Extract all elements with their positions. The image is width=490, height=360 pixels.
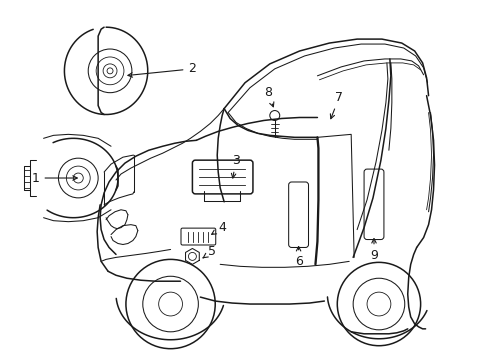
Text: 9: 9 bbox=[370, 239, 378, 262]
Text: 5: 5 bbox=[203, 245, 216, 258]
Text: 8: 8 bbox=[264, 86, 274, 107]
Text: 7: 7 bbox=[330, 91, 343, 119]
Text: 6: 6 bbox=[294, 247, 302, 269]
Text: 2: 2 bbox=[128, 62, 196, 77]
Text: 4: 4 bbox=[212, 221, 226, 234]
Text: 3: 3 bbox=[231, 154, 240, 178]
Text: 1: 1 bbox=[32, 171, 77, 185]
